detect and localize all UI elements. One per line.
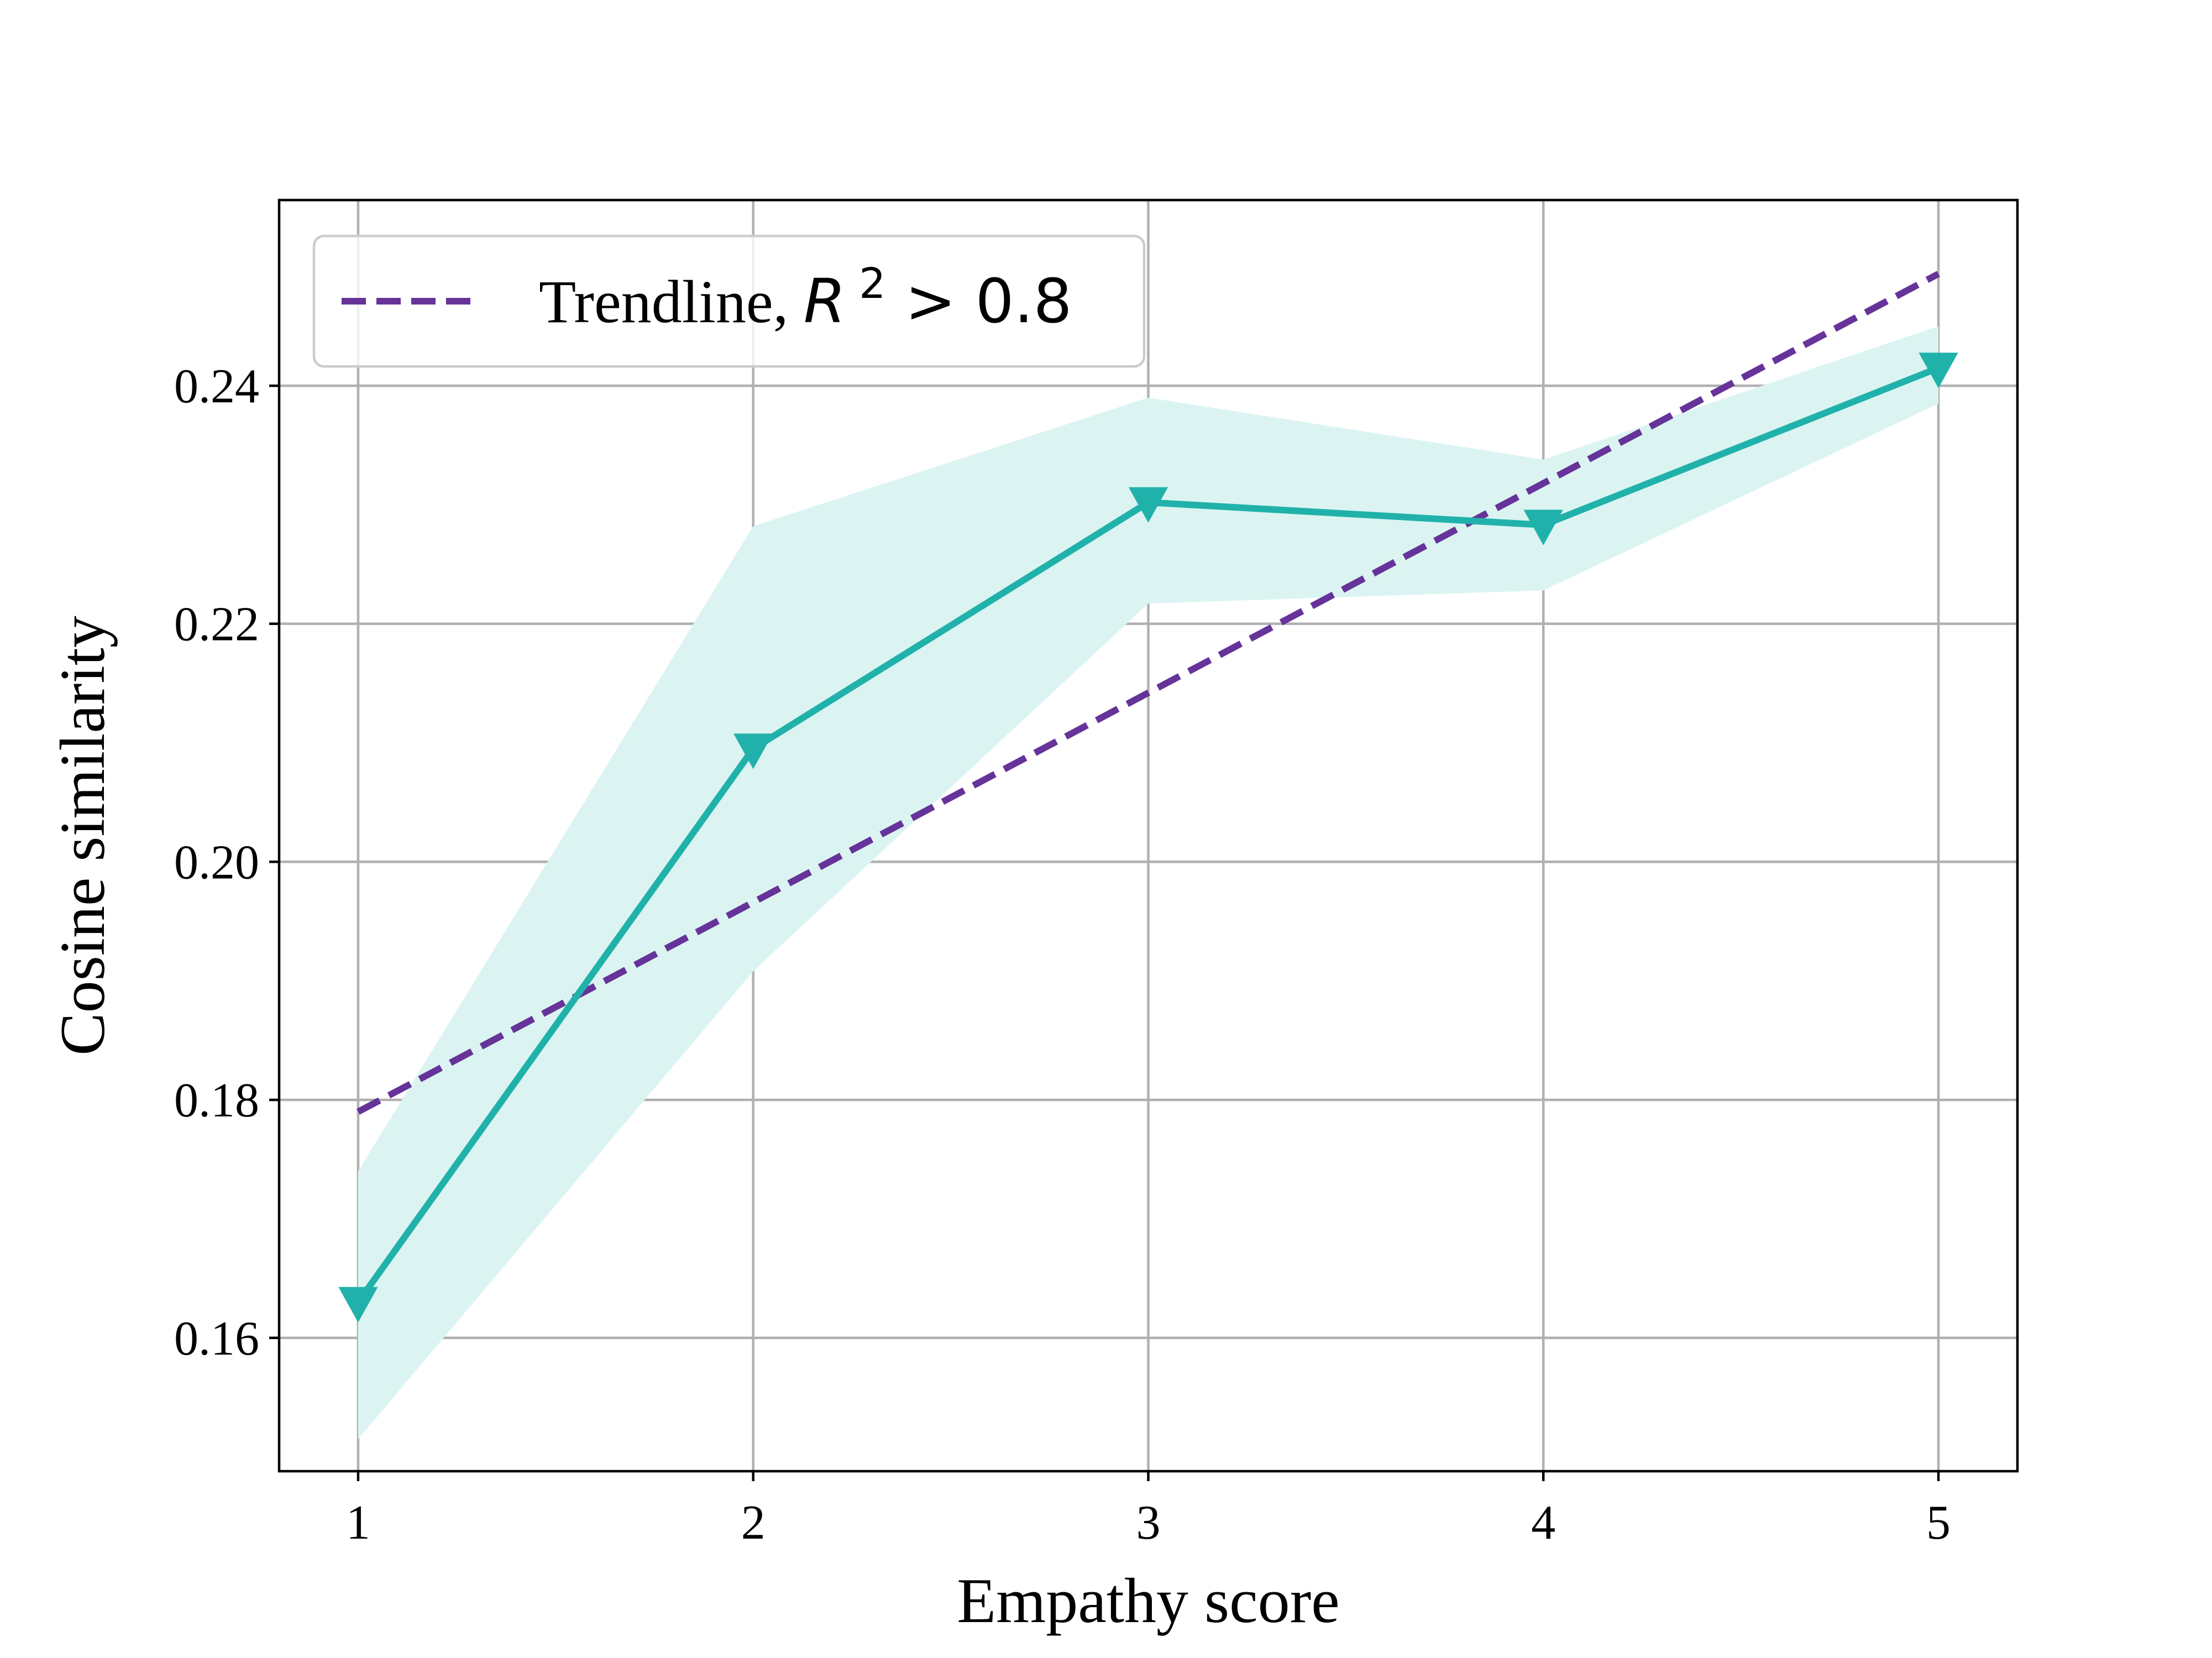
trendline	[357, 271, 1940, 1115]
x-axis-ticks: 1 2 3 4 5	[346, 1471, 1951, 1550]
y-tick-label: 0.18	[174, 1074, 259, 1127]
y-tick-label: 0.16	[174, 1312, 259, 1366]
y-tick-label: 0.24	[174, 360, 259, 413]
data-point-marker	[1128, 487, 1168, 523]
y-axis-label: Cosine similarity	[48, 616, 118, 1056]
confidence-band-area	[358, 326, 1939, 1439]
data-point-marker	[733, 733, 773, 769]
trendline-path	[357, 271, 1940, 1115]
y-axis-ticks: 0.16 0.18 0.20 0.22 0.24	[174, 360, 279, 1366]
y-tick-label: 0.20	[174, 836, 259, 889]
x-tick-label: 5	[1926, 1496, 1951, 1550]
x-tick-label: 4	[1531, 1496, 1555, 1550]
y-tick-label: 0.22	[174, 598, 259, 652]
data-point-marker	[1919, 353, 1958, 389]
legend-math-symbol: R	[804, 266, 846, 337]
x-axis-label: Empathy score	[957, 1566, 1340, 1636]
data-point-marker	[1523, 510, 1563, 545]
x-tick-label: 2	[741, 1496, 766, 1550]
x-tick-label: 3	[1136, 1496, 1161, 1550]
legend-box	[312, 234, 1146, 368]
series-markers	[338, 353, 1958, 1323]
data-point-marker	[338, 1287, 378, 1323]
legend-label-text: Trendline,	[539, 268, 804, 335]
x-tick-label: 1	[346, 1496, 370, 1550]
legend-math-rest: > 0.8	[886, 266, 1072, 337]
confidence-band	[358, 326, 1939, 1439]
legend-math-exponent: 2	[859, 259, 885, 308]
